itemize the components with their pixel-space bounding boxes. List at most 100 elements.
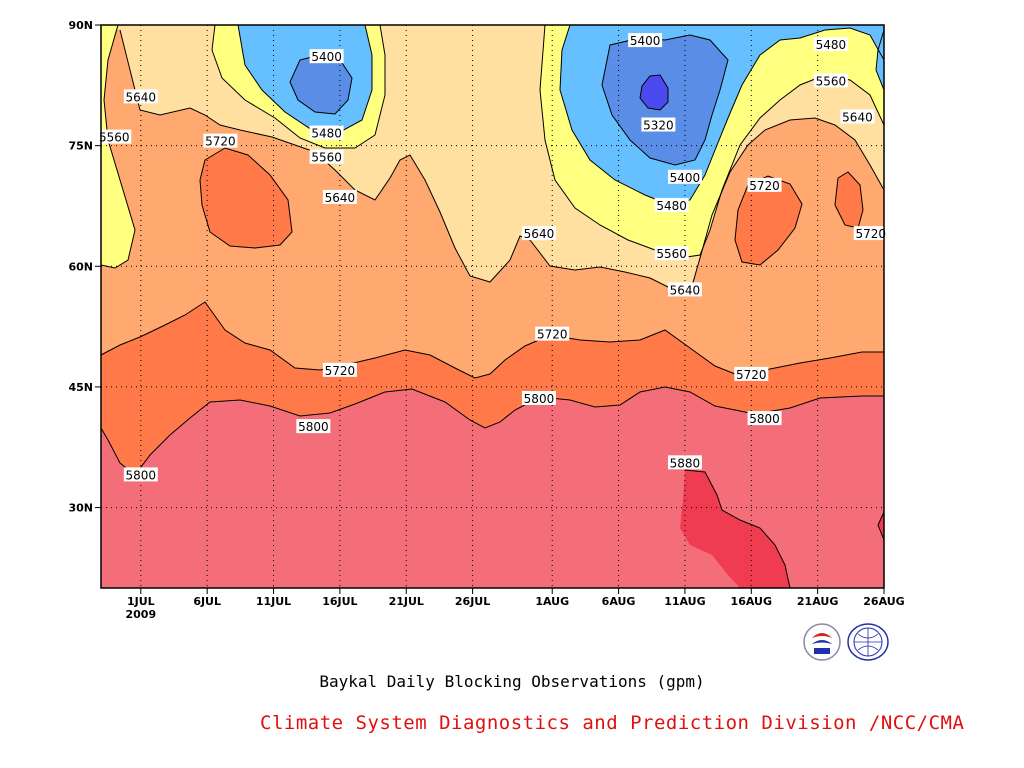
contour-label-text: 5720 bbox=[736, 368, 767, 382]
fill-gt5880-edge bbox=[878, 512, 884, 540]
contour-label-text: 5640 bbox=[842, 110, 873, 124]
contour-label-bg bbox=[628, 33, 663, 48]
contour-label-bg bbox=[667, 455, 702, 470]
contour-label-bg bbox=[813, 37, 848, 52]
x-tick-label: 1JUL bbox=[127, 595, 155, 608]
contour-label: 5640 bbox=[123, 89, 158, 104]
fill-lt5320 bbox=[640, 75, 668, 110]
contour-label-text: 5720 bbox=[537, 328, 568, 342]
contour-label: 5720 bbox=[322, 362, 357, 378]
contour-label: 5720 bbox=[535, 326, 570, 342]
contour-label-text: 5560 bbox=[99, 131, 130, 145]
contour-label-text: 5720 bbox=[325, 364, 356, 378]
contour-label-text: 5480 bbox=[311, 127, 342, 141]
contour-label-bg bbox=[747, 177, 782, 192]
contour-label: 5560 bbox=[813, 73, 848, 88]
contour-label-bg bbox=[641, 117, 676, 132]
x-tick-label: 16AUG bbox=[731, 595, 772, 608]
contour-line-5800 bbox=[101, 386, 884, 476]
contour-label-bg bbox=[123, 89, 158, 104]
contour-line-5320 bbox=[639, 74, 669, 111]
contour-label-bg bbox=[734, 366, 769, 381]
x-axis: 1JUL 6JUL 11JUL 16JUL 21JUL 26JUL 1AUG 6AUG 11AU… bbox=[126, 588, 905, 621]
fill-gt5880 bbox=[680, 470, 790, 588]
fill-5720-5800-high-left bbox=[200, 148, 292, 248]
x-tick-label: 11AUG bbox=[664, 595, 705, 608]
contour-line-5480-right bbox=[559, 25, 884, 206]
contour-line-5720-high-right2 bbox=[834, 171, 864, 229]
contour-label-text: 5800 bbox=[524, 392, 555, 406]
contour-label: 5720 bbox=[734, 366, 769, 382]
plot-frame bbox=[100, 24, 885, 589]
contour-label: 5800 bbox=[123, 467, 158, 482]
contour-label-bg bbox=[97, 129, 132, 144]
contour-label-text: 5480 bbox=[816, 38, 847, 52]
contour-label: 5480 bbox=[813, 37, 848, 52]
contour-label-text: 5640 bbox=[524, 227, 555, 241]
fill-5720-5800-high-right2 bbox=[835, 172, 863, 228]
contour-label: 5480 bbox=[309, 125, 344, 141]
contour-label-text: 5400 bbox=[630, 34, 661, 48]
contour-label-text: 5480 bbox=[656, 199, 687, 213]
contour-label: 5480 bbox=[654, 197, 689, 213]
contour-label-bg bbox=[322, 189, 357, 204]
contour-label: 5800 bbox=[747, 411, 782, 426]
contour-label-bg bbox=[667, 169, 702, 184]
contour-label-text: 5640 bbox=[325, 191, 356, 205]
contour-label-bg bbox=[654, 197, 689, 212]
contour-label: 5800 bbox=[296, 419, 331, 434]
x-tick-label: 21AUG bbox=[797, 595, 838, 608]
fill-5320-5400-top bbox=[290, 55, 352, 114]
x-tick-label: 26JUL bbox=[455, 595, 490, 608]
x-tick-label: 16JUL bbox=[322, 595, 357, 608]
contour-line-5880 bbox=[684, 469, 791, 588]
contour-label-bg bbox=[747, 411, 782, 426]
contour-label-text: 5720 bbox=[205, 135, 236, 149]
contour-label-bg bbox=[654, 246, 689, 261]
contour-label-bg bbox=[667, 282, 702, 297]
contour-label-text: 5800 bbox=[298, 420, 329, 434]
credit-line: Climate System Diagnostics and Predictio… bbox=[260, 712, 965, 734]
x-tick-label: 1AUG bbox=[535, 595, 569, 608]
contour-label-bg bbox=[203, 133, 238, 148]
contour-label-bg bbox=[296, 419, 331, 434]
contour-label-bg bbox=[853, 226, 888, 241]
contour-label-bg bbox=[309, 149, 344, 164]
contour-label: 5720 bbox=[203, 133, 238, 149]
contour-line-5560-left bbox=[101, 25, 136, 269]
contour-lines bbox=[101, 25, 884, 588]
contour-label-bg bbox=[309, 125, 344, 140]
contour-label: 5400 bbox=[309, 49, 344, 64]
contour-label-bg bbox=[840, 109, 875, 124]
contour-line-5720-high-right1 bbox=[734, 175, 803, 266]
fill-5480-5560-left bbox=[101, 25, 135, 268]
contour-label-text: 5720 bbox=[749, 179, 780, 193]
x-tick-label: 26AUG bbox=[863, 595, 904, 608]
contour-label: 5880 bbox=[667, 455, 702, 470]
contour-label-bg bbox=[813, 73, 848, 88]
contour-label-bg bbox=[521, 226, 556, 241]
contour-line-5720 bbox=[101, 301, 884, 379]
contour-label-bg bbox=[535, 326, 570, 341]
x-tick-label: 11JUL bbox=[256, 595, 291, 608]
contour-label-text: 5800 bbox=[126, 468, 157, 482]
contour-label: 5400 bbox=[628, 33, 663, 48]
contour-label: 5720 bbox=[747, 177, 782, 193]
contour-label: 5640 bbox=[840, 109, 875, 124]
contour-fills bbox=[101, 25, 884, 588]
x-tick-label: 6JUL bbox=[193, 595, 221, 608]
contour-line-5560-top bbox=[211, 25, 386, 149]
contour-label: 5400 bbox=[667, 169, 702, 185]
contour-line-5400-right bbox=[601, 34, 729, 166]
contour-label-text: 5800 bbox=[749, 412, 780, 426]
contour-line-5880-edge bbox=[877, 511, 884, 541]
chart-title: Baykal Daily Blocking Observations (gpm) bbox=[319, 672, 705, 691]
contour-label-text: 5560 bbox=[311, 151, 342, 165]
fill-5720-5800-high-right1 bbox=[735, 176, 802, 265]
contour-label-text: 5560 bbox=[816, 74, 847, 88]
contour-label: 5320 bbox=[641, 117, 676, 133]
x-tick-label: 6AUG bbox=[602, 595, 636, 608]
contour-label: 5640 bbox=[667, 282, 702, 297]
contour-label-text: 5320 bbox=[643, 119, 674, 133]
contour-label-text: 5400 bbox=[670, 171, 701, 185]
